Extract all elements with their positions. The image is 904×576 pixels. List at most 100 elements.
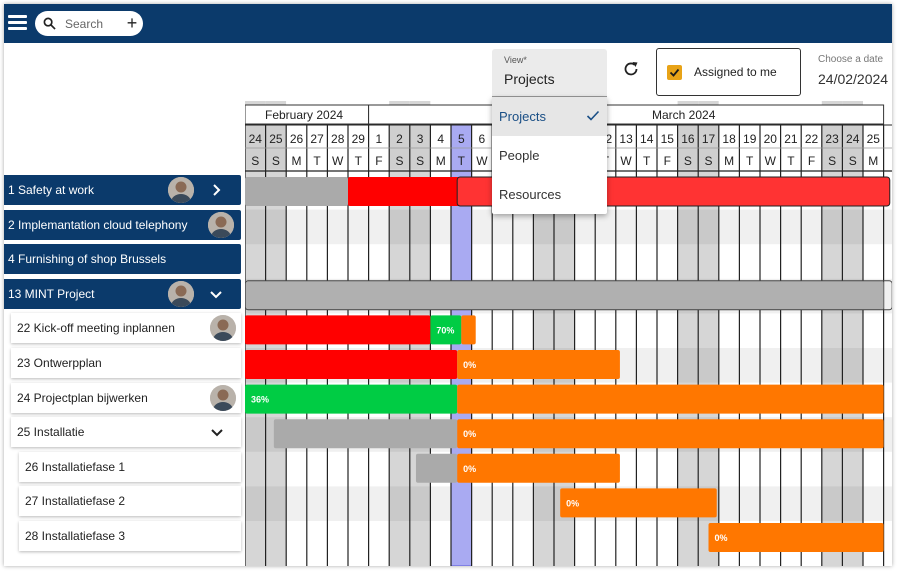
- month-label: March 2024: [652, 108, 716, 122]
- day-number: 4: [437, 132, 444, 146]
- gantt-svg: February 2024 March 202424S25S26M27T28W29…: [245, 101, 892, 566]
- day-number: 27: [310, 132, 324, 146]
- task-row[interactable]: 22 Kick-off meeting inplannen: [11, 313, 241, 344]
- gantt-bar-segment[interactable]: [461, 315, 476, 345]
- day-letter-cell: [842, 148, 863, 169]
- gantt-bar-segment[interactable]: [245, 350, 458, 379]
- view-option-people[interactable]: People: [492, 136, 607, 175]
- view-option-label: People: [499, 148, 540, 163]
- add-icon[interactable]: +: [126, 13, 138, 33]
- day-number: 18: [722, 132, 736, 146]
- day-letter-cell: [677, 148, 699, 169]
- gantt-bar-segment[interactable]: [415, 453, 458, 483]
- view-select[interactable]: View* Projects: [492, 49, 607, 97]
- gantt-bar-segment[interactable]: [273, 419, 458, 449]
- hamburger-menu-icon[interactable]: [8, 15, 28, 31]
- day-column: [636, 101, 657, 566]
- search-icon: [43, 17, 56, 30]
- day-letter: T: [313, 154, 321, 168]
- task-row[interactable]: 25 Installatie: [11, 417, 241, 448]
- check-icon: [669, 68, 680, 77]
- gantt-bar-segment[interactable]: [457, 384, 884, 414]
- day-letter-cell: [389, 148, 410, 169]
- day-number-cell: [863, 125, 884, 149]
- date-picker-label: Choose a date: [818, 54, 884, 65]
- view-option-resources[interactable]: Resources: [492, 175, 607, 214]
- gantt-chart[interactable]: February 2024 March 2024 24 S 25 S 26 M 27 T 28 W 29…: [245, 101, 892, 566]
- day-column: [574, 101, 596, 566]
- task-label: 27 Installatiefase 2: [25, 494, 126, 509]
- chevron-down-icon[interactable]: [209, 287, 223, 301]
- day-number: 13: [619, 132, 633, 146]
- day-number-cell: [842, 125, 863, 149]
- day-letter-cell: [245, 148, 266, 169]
- day-number-cell: [451, 125, 472, 149]
- day-number: 24: [249, 132, 263, 146]
- day-number: 6: [479, 132, 486, 146]
- task-label: 22 Kick-off meeting inplannen: [17, 321, 175, 336]
- day-number: 5: [458, 132, 465, 146]
- month-label: February 2024: [265, 108, 343, 122]
- task-row[interactable]: 26 Installatiefase 1: [19, 451, 241, 482]
- gantt-bar-segment[interactable]: [245, 280, 884, 310]
- gantt-bar-segment[interactable]: [560, 488, 717, 518]
- day-letter: W: [332, 154, 344, 168]
- day-letter-cell: [657, 148, 678, 169]
- day-column: [801, 101, 822, 566]
- project-row[interactable]: 13 MINT Project: [4, 278, 241, 309]
- view-option-projects[interactable]: Projects: [492, 97, 607, 136]
- day-letter-cell: [615, 148, 637, 169]
- day-column: [739, 101, 760, 566]
- task-row[interactable]: 24 Projectplan bijwerken: [11, 382, 241, 413]
- task-label: 25 Installatie: [17, 425, 85, 440]
- day-letter-cell: [265, 148, 287, 169]
- day-number: 20: [764, 132, 778, 146]
- day-number: 16: [681, 132, 695, 146]
- day-letter-cell: [801, 148, 822, 169]
- project-row[interactable]: 2 Implemantation cloud telephony: [4, 209, 241, 240]
- task-label: 26 Installatiefase 1: [25, 459, 126, 474]
- day-letter: T: [746, 154, 754, 168]
- project-row[interactable]: 4 Furnishing of shop Brussels: [4, 244, 241, 275]
- day-number: 2: [396, 132, 403, 146]
- task-row[interactable]: 23 Ontwerpplan: [11, 348, 241, 378]
- gantt-bar-segment[interactable]: [430, 315, 462, 345]
- day-column: [512, 101, 534, 566]
- avatar: [168, 177, 194, 203]
- gantt-bar-segment[interactable]: [457, 350, 620, 379]
- refresh-icon[interactable]: [622, 60, 640, 78]
- day-letter: T: [458, 154, 466, 168]
- search-box[interactable]: +: [35, 11, 143, 36]
- day-letter-cell: [821, 148, 843, 169]
- progress-label: 0%: [463, 464, 476, 474]
- gantt-bar-segment[interactable]: [245, 177, 348, 206]
- chevron-down-icon[interactable]: [210, 425, 224, 439]
- day-letter: F: [808, 154, 815, 168]
- gantt-bar-segment[interactable]: [457, 419, 884, 449]
- date-picker-field[interactable]: Choose a date 24/02/2024: [806, 48, 892, 96]
- day-number: 29: [352, 132, 366, 146]
- day-number-cell: [348, 125, 369, 149]
- gantt-bar-segment[interactable]: [245, 384, 458, 414]
- gantt-bar-segment[interactable]: [708, 523, 884, 552]
- day-letter: T: [787, 154, 795, 168]
- search-input[interactable]: [65, 15, 121, 32]
- day-number-cell: [245, 125, 266, 149]
- top-bar: +: [4, 4, 892, 43]
- assigned-to-me-checkbox[interactable]: [667, 65, 682, 80]
- day-number-cell: [780, 125, 802, 149]
- day-letter-cell: [430, 148, 451, 169]
- day-letter-cell: [698, 148, 719, 169]
- gantt-bar-segment[interactable]: [245, 315, 431, 345]
- day-number-cell: [677, 125, 699, 149]
- task-row[interactable]: 27 Installatiefase 2: [19, 486, 241, 517]
- project-row[interactable]: 1 Safety at work: [4, 175, 241, 205]
- chevron-right-icon[interactable]: [209, 183, 223, 197]
- day-column: [718, 101, 740, 566]
- day-letter: M: [868, 154, 878, 168]
- assigned-to-me-filter[interactable]: Assigned to me: [656, 48, 801, 96]
- day-letter-cell: [863, 148, 884, 169]
- day-number: 1: [376, 132, 383, 146]
- gantt-bar-segment[interactable]: [457, 453, 620, 483]
- task-row[interactable]: 28 Installatiefase 3: [19, 521, 241, 551]
